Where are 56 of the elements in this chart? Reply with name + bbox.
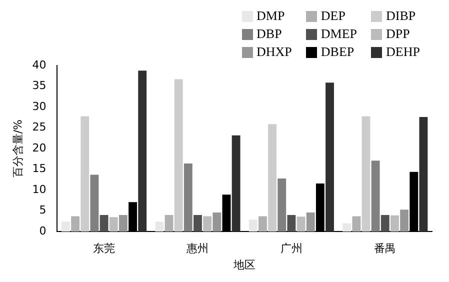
legend-label: DPP: [386, 26, 410, 42]
y-tick-label: 20: [32, 141, 46, 154]
bar: [80, 116, 90, 232]
bar: [278, 178, 286, 232]
bar: [118, 215, 128, 232]
bar: [174, 79, 183, 232]
x-tick-label: 东莞: [93, 242, 116, 256]
bar: [258, 216, 267, 232]
y-tick-label: 30: [32, 100, 46, 113]
bar: [100, 215, 108, 232]
bar: [184, 164, 192, 232]
legend-label: DBEP: [320, 44, 354, 60]
y-tick-label: 25: [32, 120, 46, 134]
bar: [419, 117, 428, 232]
bar: [400, 210, 409, 232]
legend-label: DIBP: [386, 8, 416, 24]
bar: [268, 124, 277, 232]
bar: [248, 220, 258, 232]
legend-label: DEP: [320, 8, 346, 24]
bar: [232, 135, 240, 232]
legend-label: DEHP: [386, 44, 420, 60]
bar: [342, 223, 352, 232]
bar: [71, 216, 80, 232]
bar: [194, 215, 202, 232]
legend-label: DHXP: [256, 44, 292, 60]
bar: [352, 216, 361, 232]
legend-label: DMEP: [320, 26, 358, 42]
bar: [164, 215, 174, 232]
bar: [326, 82, 334, 232]
y-tick-label: 15: [32, 162, 46, 176]
y-axis-title: 百分含量/%: [11, 120, 24, 178]
bar: [287, 215, 296, 232]
y-tick-label: 35: [32, 79, 46, 92]
legend-label: DMP: [256, 8, 285, 24]
bar: [138, 70, 147, 232]
y-tick-label: 10: [32, 182, 46, 196]
bar: [212, 212, 222, 232]
bar: [390, 215, 399, 232]
x-tick-label: 惠州: [186, 242, 209, 256]
bar: [109, 217, 118, 232]
bar: [306, 212, 315, 232]
y-tick-label: 40: [32, 58, 46, 72]
y-tick-label: 0: [39, 224, 46, 238]
bar: [203, 216, 212, 232]
x-axis-title: 地区: [232, 258, 256, 272]
bar: [362, 116, 370, 232]
bar: [90, 174, 99, 232]
bar: [371, 160, 380, 232]
bar: [296, 216, 306, 232]
bar: [155, 222, 164, 232]
y-tick-label: 5: [39, 204, 46, 217]
bar: [62, 222, 70, 232]
x-tick-label: 番禺: [374, 242, 396, 256]
legend-label: DBP: [256, 26, 282, 42]
x-tick-label: 广州: [280, 242, 302, 256]
bar: [380, 215, 390, 232]
